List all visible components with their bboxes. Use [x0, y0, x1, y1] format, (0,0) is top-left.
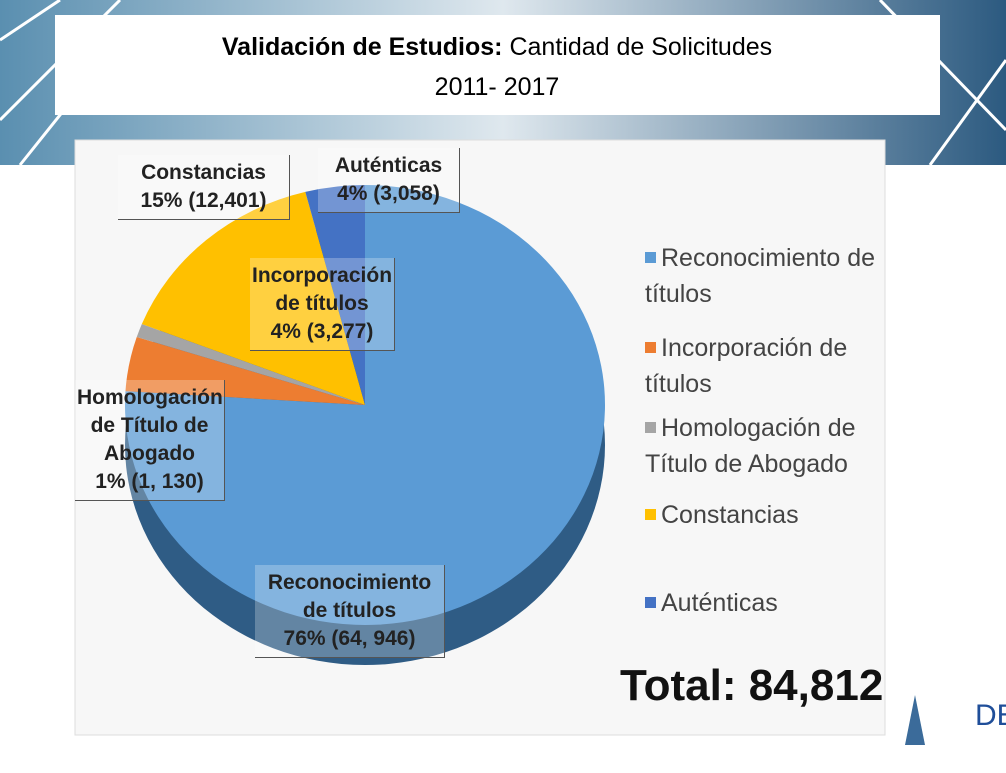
legend-entry: Reconocimiento de títulos: [645, 240, 895, 312]
logo-icon: [905, 695, 925, 745]
data-label: Reconocimiento de títulos 76% (64, 946): [255, 565, 445, 658]
legend-entry: Homologación de Título de Abogado: [645, 410, 895, 482]
data-label-value: 15% (12,401): [140, 189, 267, 212]
pie-slice: [136, 324, 365, 405]
chart-title: Validación de Estudios: Cantidad de Soli…: [222, 33, 772, 61]
logo-text: DES: [975, 699, 1006, 732]
total-annotation: Total: 84,812: [620, 661, 883, 710]
data-label-name: Incorporación de títulos: [252, 264, 393, 315]
data-label: Auténticas 4% (3,058): [318, 148, 460, 213]
data-label-name: Constancias: [141, 161, 266, 184]
legend-entry: Constancias: [645, 497, 895, 533]
legend-label: Reconocimiento de títulos: [645, 244, 876, 308]
title-box: [55, 15, 940, 115]
pie-slice: [141, 191, 365, 405]
legend-label: Homologación de Título de Abogado: [645, 414, 856, 478]
legend-label: Constancias: [661, 501, 799, 529]
data-label-name: Auténticas: [334, 154, 443, 177]
legend-label: Auténticas: [661, 589, 778, 617]
legend-swatch: [645, 597, 656, 608]
legend-swatch: [645, 509, 656, 520]
legend-swatch: [645, 252, 656, 263]
data-label-name: Reconocimiento de títulos: [267, 571, 432, 622]
data-label-value: 4% (3,058): [337, 182, 440, 205]
legend-swatch: [645, 422, 656, 433]
data-label: Homologación de Título de Abogado 1% (1, …: [75, 380, 225, 501]
legend-swatch: [645, 342, 656, 353]
data-label-name: Homologación de Título de Abogado: [77, 386, 223, 465]
legend-entry: Auténticas: [645, 585, 895, 621]
data-label-value: 4% (3,277): [270, 320, 374, 343]
data-label-value: 1% (1, 130): [95, 470, 204, 493]
chart-subtitle: 2011- 2017: [435, 73, 560, 101]
data-label: Constancias 15% (12,401): [118, 155, 290, 220]
legend-entry: Incorporación de títulos: [645, 330, 895, 402]
legend-label: Incorporación de títulos: [645, 334, 848, 398]
data-label-value: 76% (64, 946): [283, 627, 416, 650]
pie-slice: [125, 337, 365, 405]
data-label: Incorporación de títulos 4% (3,277): [250, 258, 395, 351]
